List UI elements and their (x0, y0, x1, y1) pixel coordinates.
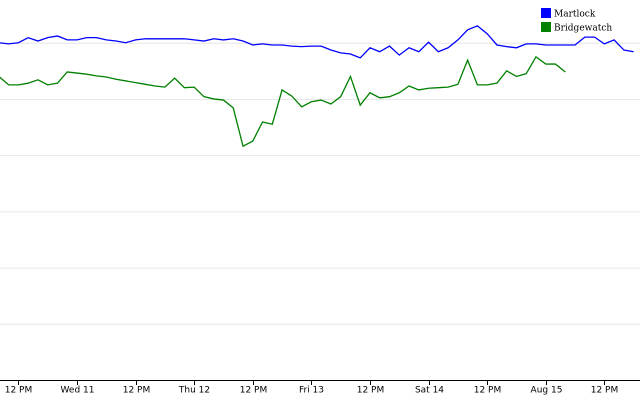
legend-label: Bridgewatch (554, 24, 612, 34)
x-tick-label: Thu 12 (178, 386, 210, 396)
x-tick-label: 12 PM (591, 386, 619, 396)
x-tick-label: 12 PM (5, 386, 33, 396)
x-tick-label: Fri 13 (299, 386, 324, 396)
legend-label: Martlock (554, 10, 596, 20)
x-tick-label: Wed 11 (61, 386, 95, 396)
x-tick-label: 12 PM (474, 386, 502, 396)
legend-swatch (541, 22, 551, 32)
x-tick-label: Aug 15 (531, 386, 563, 396)
legend-swatch (541, 8, 551, 18)
series-line (0, 55, 566, 148)
x-tick-label: 12 PM (240, 386, 268, 396)
x-tick-label: Sat 14 (415, 386, 444, 396)
series-line (0, 25, 634, 59)
x-tick-label: 12 PM (357, 386, 385, 396)
x-tick-label: 12 PM (123, 386, 151, 396)
